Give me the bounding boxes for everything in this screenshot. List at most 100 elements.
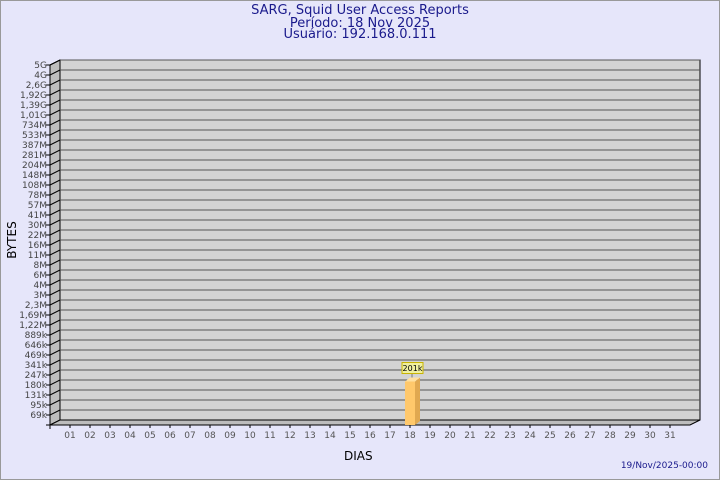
y-tick-diagonal	[49, 179, 61, 186]
chart-subtitle-period: Período: 18 Nov 2025	[289, 16, 431, 31]
x-tick-label: 15	[344, 431, 355, 441]
x-tick-label: 07	[184, 431, 195, 441]
x-axis-label: DIAS	[344, 449, 373, 463]
y-tick-label: 1,22M	[19, 321, 47, 331]
y-tick-label: 22M	[28, 231, 47, 241]
y-tick-diagonal	[49, 359, 61, 366]
y-tick-label: 11M	[28, 251, 47, 261]
y-tick-diagonal	[49, 199, 61, 206]
y-tick-diagonal	[49, 139, 61, 146]
y-tick-label: 1,69M	[19, 311, 47, 321]
y-tick-label: 95k	[30, 401, 47, 411]
bar-top	[405, 377, 420, 382]
y-tick-diagonal	[49, 409, 61, 416]
y-tick-label: 8M	[34, 261, 48, 271]
y-tick-label: 131k	[25, 391, 48, 401]
y-tick-diagonal	[49, 129, 61, 136]
x-tick-label: 05	[144, 431, 155, 441]
x-tick-label: 22	[484, 431, 495, 441]
y-tick-diagonal	[49, 189, 61, 196]
y-tick-label: 41M	[28, 211, 47, 221]
y-tick-diagonal	[49, 209, 61, 216]
y-tick-diagonal	[49, 229, 61, 236]
y-tick-label: 533M	[22, 131, 47, 141]
y-tick-label: 148M	[22, 171, 47, 181]
y-tick-label: 2,3M	[25, 301, 47, 311]
data-label-box	[401, 362, 424, 375]
y-tick-label: 3M	[34, 291, 48, 301]
y-tick-label: 1,01G	[20, 111, 47, 121]
y-tick-label: 1,39G	[20, 101, 47, 111]
x-tick-label: 19	[424, 431, 436, 441]
y-tick-diagonal	[49, 329, 61, 336]
floor	[49, 419, 701, 426]
x-tick-label: 30	[644, 431, 656, 441]
y-tick-diagonal	[49, 319, 61, 326]
y-tick-diagonal	[49, 309, 61, 316]
y-tick-diagonal	[49, 379, 61, 386]
y-tick-diagonal	[49, 399, 61, 406]
y-tick-diagonal	[49, 119, 61, 126]
x-tick-label: 21	[464, 431, 475, 441]
y-tick-label: 16M	[28, 241, 47, 251]
x-tick-label: 08	[204, 431, 216, 441]
x-tick-label: 27	[584, 431, 595, 441]
y-tick-label: 30M	[28, 221, 47, 231]
y-tick-diagonal	[49, 109, 61, 116]
x-tick-label: 23	[504, 431, 515, 441]
y-tick-label: 247k	[25, 371, 48, 381]
y-tick-label: 469k	[25, 351, 48, 361]
x-tick-label: 14	[324, 431, 336, 441]
y-tick-label: 2,6G	[26, 81, 47, 91]
y-tick-diagonal	[49, 159, 61, 166]
y-tick-label: 4G	[34, 71, 47, 81]
x-tick-label: 29	[624, 431, 636, 441]
x-tick-label: 16	[364, 431, 376, 441]
y-tick-diagonal	[49, 339, 61, 346]
x-tick-label: 18	[404, 431, 416, 441]
y-tick-diagonal	[49, 99, 61, 106]
x-tick-label: 03	[104, 431, 115, 441]
x-tick-label: 09	[224, 431, 236, 441]
bar	[405, 381, 415, 425]
x-tick-label: 06	[164, 431, 176, 441]
y-tick-label: 4M	[34, 281, 48, 291]
y-tick-diagonal	[49, 249, 61, 256]
y-tick-diagonal	[49, 69, 61, 76]
x-tick-label: 26	[564, 431, 576, 441]
y-tick-diagonal	[49, 279, 61, 286]
y-tick-diagonal	[49, 149, 61, 156]
x-tick-label: 12	[284, 431, 295, 441]
x-tick-label: 31	[664, 431, 675, 441]
y-tick-label: 889k	[25, 331, 48, 341]
y-tick-diagonal	[49, 369, 61, 376]
y-tick-diagonal	[49, 269, 61, 276]
y-tick-label: 341k	[25, 361, 48, 371]
y-tick-diagonal	[49, 169, 61, 176]
x-tick-label: 01	[64, 431, 75, 441]
data-label: 201k	[403, 364, 423, 373]
y-tick-label: 6M	[34, 271, 48, 281]
y-tick-label: 646k	[25, 341, 48, 351]
y-tick-label: 57M	[28, 201, 47, 211]
y-tick-label: 108M	[22, 181, 47, 191]
bar-side	[415, 377, 420, 425]
y-tick-diagonal	[49, 389, 61, 396]
x-tick-label: 02	[84, 431, 95, 441]
y-tick-diagonal	[49, 239, 61, 246]
y-tick-diagonal	[49, 259, 61, 266]
x-tick-label: 24	[524, 431, 536, 441]
x-tick-label: 17	[384, 431, 395, 441]
y-tick-diagonal	[49, 289, 61, 296]
y-tick-label: 281M	[22, 151, 47, 161]
y-tick-diagonal	[49, 349, 61, 356]
y-tick-diagonal	[49, 299, 61, 306]
x-tick-label: 25	[544, 431, 555, 441]
y-tick-label: 734M	[22, 121, 47, 131]
y-tick-diagonal	[49, 219, 61, 226]
y-tick-label: 180k	[25, 381, 48, 391]
y-tick-label: 204M	[22, 161, 47, 171]
x-tick-label: 28	[604, 431, 616, 441]
y-tick-diagonal	[49, 59, 61, 66]
